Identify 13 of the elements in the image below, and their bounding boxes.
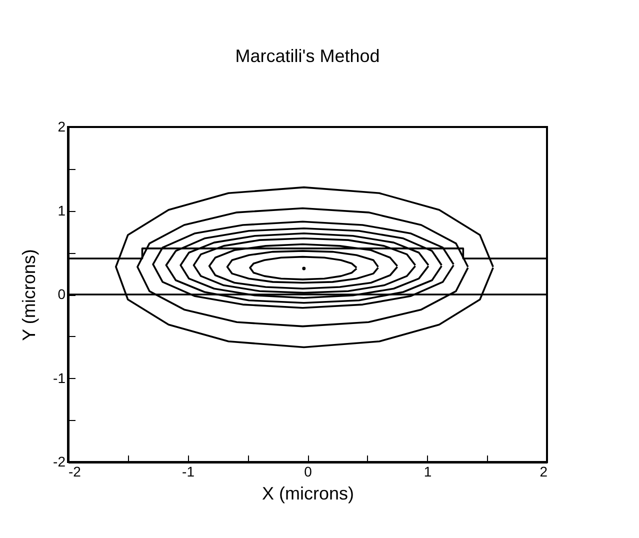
- y-tick-label: 1: [58, 202, 66, 218]
- x-tick-label: 0: [304, 464, 312, 480]
- x-tick-label: -2: [68, 464, 82, 480]
- x-tick-label: 1: [424, 464, 432, 480]
- y-axis-title: Y (microns): [19, 249, 40, 341]
- x-axis-title: X (microns): [262, 484, 354, 504]
- y-tick-label: 0: [58, 286, 66, 302]
- y-tick-label: -2: [53, 454, 66, 470]
- y-tick-label: -1: [53, 370, 66, 386]
- y-tick-label: 2: [58, 118, 66, 134]
- chart-title: Marcatili's Method: [235, 46, 380, 66]
- x-tick-label: -1: [182, 464, 195, 480]
- x-tick-label: 2: [540, 464, 548, 480]
